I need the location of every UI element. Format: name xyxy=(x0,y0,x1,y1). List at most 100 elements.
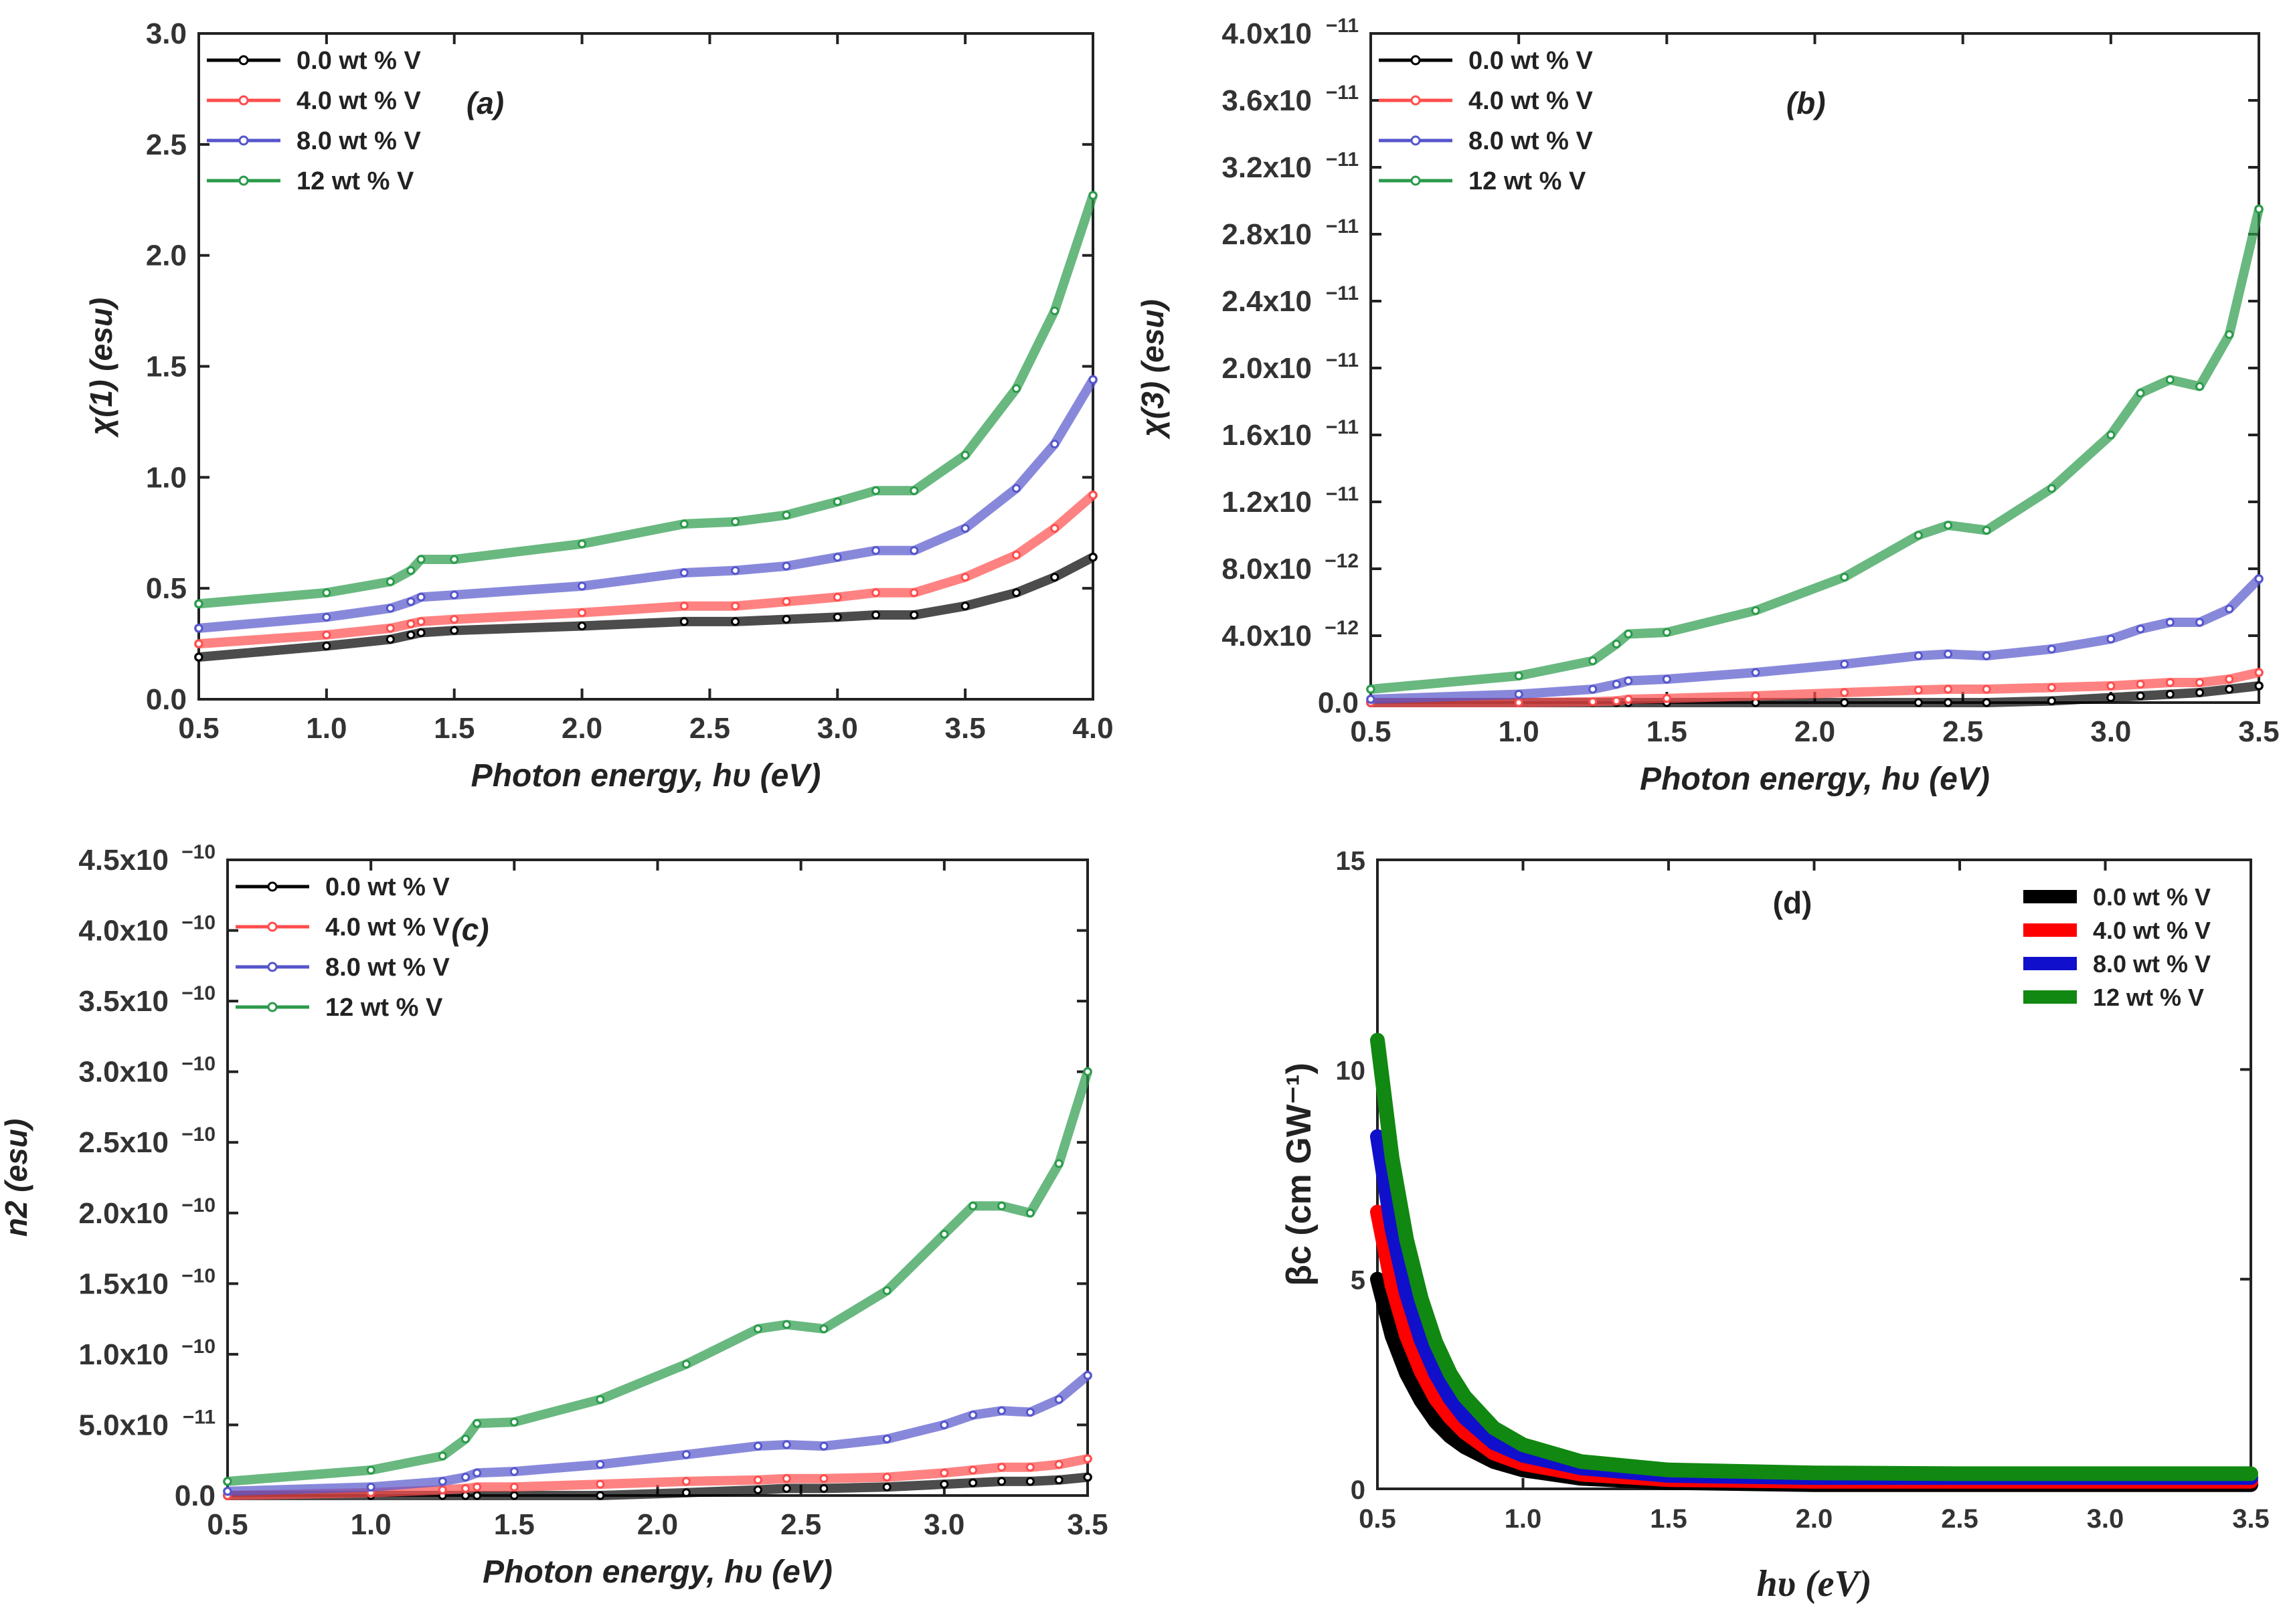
legend-label: 8.0 wt % V xyxy=(1468,127,1593,155)
data-point xyxy=(940,1229,949,1239)
data-point xyxy=(509,1467,519,1476)
data-point xyxy=(1366,685,1375,694)
data-point xyxy=(1054,1475,1064,1485)
data-point xyxy=(1914,685,1923,695)
data-point xyxy=(2106,430,2116,440)
y-tick-label: 0.0 xyxy=(175,1479,216,1512)
data-point xyxy=(1514,671,1523,681)
y-tick-label: 8.0x10 xyxy=(1221,553,1312,585)
data-point xyxy=(871,610,881,620)
data-point xyxy=(1083,1473,1092,1482)
data-point xyxy=(997,1406,1006,1415)
y-tick-exponent: −10 xyxy=(181,1194,216,1216)
data-point xyxy=(968,1465,978,1475)
data-point xyxy=(2225,330,2234,339)
y-tick-label: 2.0 xyxy=(146,240,187,272)
data-point xyxy=(871,588,881,598)
data-point xyxy=(1011,384,1021,393)
y-tick-exponent: −12 xyxy=(1325,550,1359,572)
data-point xyxy=(679,617,689,626)
data-point xyxy=(2165,690,2175,699)
x-tick-label: 1.0 xyxy=(351,1508,392,1541)
data-point xyxy=(1662,628,1671,637)
data-point xyxy=(782,561,791,571)
x-tick-label: 2.5 xyxy=(1941,1504,1978,1534)
data-point xyxy=(753,1441,762,1451)
y-axis-label: βc (cm GW⁻¹) xyxy=(1280,1063,1319,1286)
x-tick-label: 1.0 xyxy=(1499,715,1539,748)
data-point xyxy=(833,497,842,507)
x-tick-label: 0.5 xyxy=(178,712,219,745)
data-point xyxy=(596,1479,605,1489)
data-point xyxy=(1083,1067,1092,1077)
data-point xyxy=(910,610,919,620)
data-point xyxy=(819,1483,829,1493)
data-point xyxy=(2136,389,2145,397)
x-tick-label: 2.0 xyxy=(637,1508,678,1541)
data-point xyxy=(509,1491,519,1500)
data-point xyxy=(960,573,970,582)
data-point xyxy=(406,597,416,606)
data-point xyxy=(2136,624,2145,634)
data-point xyxy=(833,612,842,622)
y-tick-label: 2.0x10 xyxy=(1221,352,1312,385)
x-tick-label: 2.0 xyxy=(1794,715,1835,748)
data-point xyxy=(1050,440,1060,449)
x-tick-label: 3.0 xyxy=(2090,715,2131,748)
legend-label: 8.0 wt % V xyxy=(297,127,421,155)
y-tick-label: 2.5 xyxy=(146,128,187,161)
x-tick-label: 4.0 xyxy=(1072,712,1113,745)
y-tick-exponent: −11 xyxy=(183,1406,216,1428)
data-point xyxy=(997,1477,1006,1486)
data-point xyxy=(223,1487,232,1496)
legend-label: 12 wt % V xyxy=(297,167,414,195)
data-point xyxy=(1944,521,1953,530)
y-tick-label: 2.8x10 xyxy=(1221,218,1312,251)
data-point xyxy=(194,624,203,633)
y-tick-exponent: −10 xyxy=(181,1265,216,1287)
data-point xyxy=(1088,375,1098,384)
data-point xyxy=(882,1473,892,1482)
data-point xyxy=(819,1324,829,1334)
panel-tag: (a) xyxy=(467,86,504,120)
x-tick-label: 1.0 xyxy=(1505,1504,1542,1534)
data-point xyxy=(509,1417,519,1427)
data-point xyxy=(1025,1463,1035,1472)
data-point xyxy=(1840,698,1849,707)
x-tick-label: 3.5 xyxy=(2238,715,2279,748)
data-point xyxy=(1624,676,1633,685)
legend-marker xyxy=(1410,55,1421,66)
data-point xyxy=(596,1394,605,1404)
data-point xyxy=(997,1201,1006,1210)
data-point xyxy=(1751,606,1760,615)
series-line xyxy=(194,191,1098,609)
data-point xyxy=(386,624,395,633)
data-point xyxy=(1914,651,1923,660)
data-point xyxy=(406,566,416,575)
y-tick-label: 0.5 xyxy=(146,572,187,605)
data-point xyxy=(681,1488,691,1498)
y-tick-label: 2.5x10 xyxy=(78,1126,169,1159)
data-point xyxy=(2047,697,2056,705)
legend-label: 8.0 wt % V xyxy=(325,954,450,982)
series-line xyxy=(1370,1129,2258,1485)
data-point xyxy=(731,517,740,527)
legend-marker xyxy=(238,135,249,146)
data-point xyxy=(2254,205,2264,213)
data-point xyxy=(1914,698,1923,707)
legend-label: 4.0 wt % V xyxy=(297,87,421,115)
data-point xyxy=(753,1485,762,1495)
data-point xyxy=(681,1477,691,1486)
data-point xyxy=(968,1411,978,1420)
y-axis-label: χ(1) (esu) xyxy=(84,298,118,438)
series-line xyxy=(1366,204,2264,694)
data-point xyxy=(1944,685,1953,694)
data-point xyxy=(2106,681,2116,691)
y-tick-label: 3.0 xyxy=(146,17,187,50)
data-point xyxy=(322,641,331,650)
data-point xyxy=(194,639,203,648)
data-point xyxy=(731,617,740,626)
data-point xyxy=(940,1479,949,1489)
x-tick-label: 3.5 xyxy=(2232,1504,2270,1534)
y-tick-label: 4.0x10 xyxy=(1221,17,1312,50)
